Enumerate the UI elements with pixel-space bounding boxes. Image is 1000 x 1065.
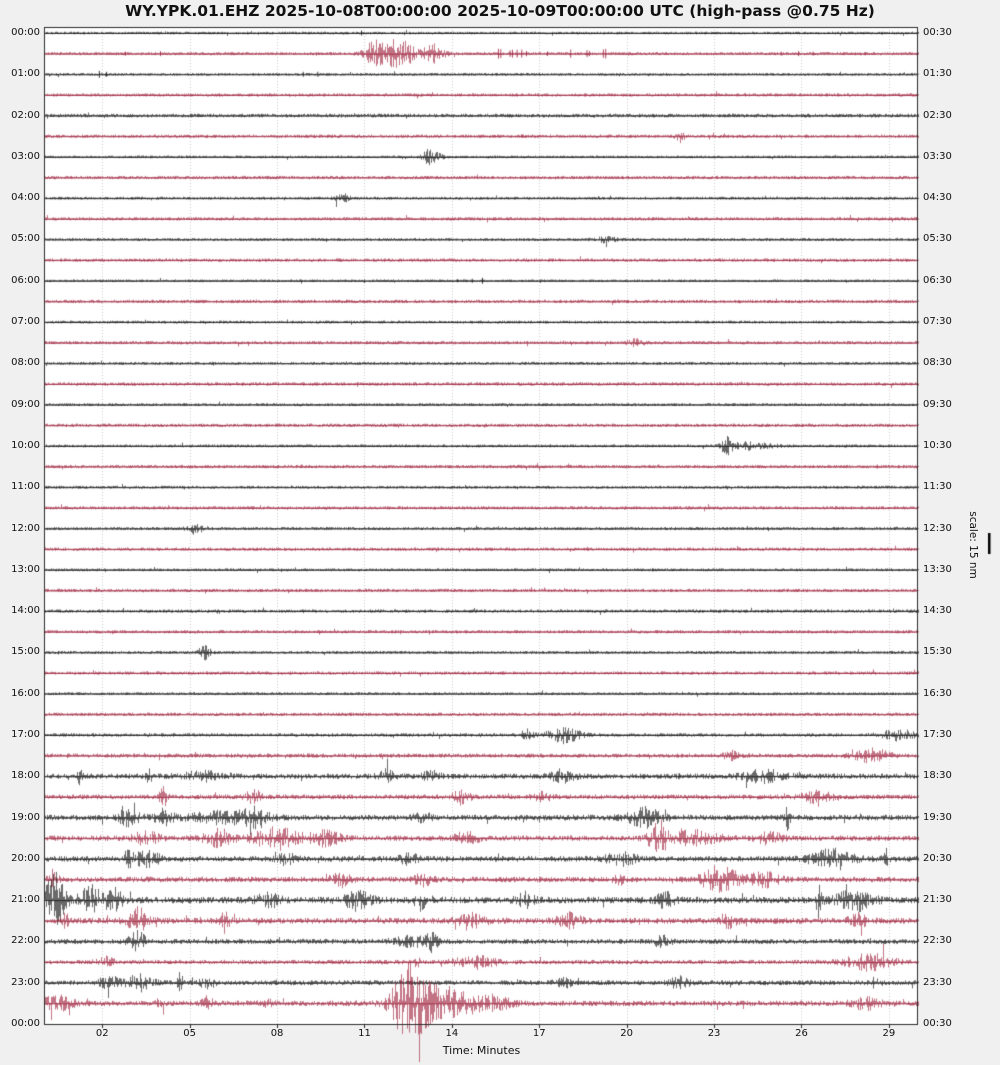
hour-label-left: 13:00 bbox=[11, 563, 40, 575]
hour-label-right: 07:30 bbox=[923, 316, 952, 328]
minute-tick-label: 11 bbox=[358, 1028, 371, 1039]
hour-label-right: 02:30 bbox=[923, 109, 952, 121]
hour-label-left: 20:00 bbox=[11, 852, 40, 864]
hour-label-right: 18:30 bbox=[923, 770, 952, 782]
minute-tick-label: 02 bbox=[95, 1028, 109, 1039]
minute-tick-label: 20 bbox=[620, 1028, 634, 1039]
hour-label-left: 00:00 bbox=[11, 27, 40, 38]
hour-label-right: 21:30 bbox=[923, 894, 952, 906]
minute-tick-label: 05 bbox=[183, 1028, 197, 1039]
hour-label-left: 07:00 bbox=[11, 316, 40, 328]
hour-label-right: 03:30 bbox=[923, 150, 952, 162]
hour-label-left: 19:00 bbox=[11, 811, 40, 823]
hour-label-left: 08:00 bbox=[11, 357, 40, 369]
scale-label: scale: 15 nm bbox=[967, 511, 979, 579]
hour-label-right: 04:30 bbox=[923, 192, 952, 204]
hour-label-right: 09:30 bbox=[923, 398, 952, 410]
hour-label-left: 02:00 bbox=[11, 109, 40, 121]
hour-label-left: 15:00 bbox=[11, 646, 40, 658]
hour-label-right: 17:30 bbox=[923, 728, 952, 740]
plot-title: WY.YPK.01.EHZ 2025-10-08T00:00:00 2025-1… bbox=[125, 2, 875, 20]
hour-label-left: 12:00 bbox=[11, 522, 40, 534]
hour-label-left: 03:00 bbox=[11, 150, 40, 162]
hour-label-right: 01:30 bbox=[923, 68, 952, 80]
hour-label-left: 23:00 bbox=[11, 976, 40, 988]
minute-tick-label: 29 bbox=[882, 1028, 896, 1039]
hour-label-left: 22:00 bbox=[11, 935, 40, 947]
hour-label-right: 14:30 bbox=[923, 605, 952, 617]
hour-label-left: 18:00 bbox=[11, 770, 40, 782]
minute-tick-label: 23 bbox=[707, 1028, 721, 1039]
hour-label-right: 12:30 bbox=[923, 522, 952, 534]
minute-tick-label: 14 bbox=[445, 1028, 459, 1039]
hour-label-right: 19:30 bbox=[923, 811, 952, 823]
axis-end-label-right: 00:30 bbox=[923, 1018, 952, 1029]
hour-label-right: 20:30 bbox=[923, 852, 952, 864]
hour-label-right: 23:30 bbox=[923, 976, 952, 988]
hour-label-right: 11:30 bbox=[923, 481, 952, 493]
hour-label-right: 10:30 bbox=[923, 439, 952, 451]
hour-label-left: 14:00 bbox=[11, 605, 40, 617]
hour-label-right: 16:30 bbox=[923, 687, 952, 699]
minute-tick-label: 08 bbox=[270, 1028, 284, 1039]
hour-label-left: 06:00 bbox=[11, 274, 40, 286]
hour-label-left: 16:00 bbox=[11, 687, 40, 699]
hour-label-right: 08:30 bbox=[923, 357, 952, 369]
hour-label-left: 05:00 bbox=[11, 233, 40, 245]
minute-tick-label: 26 bbox=[795, 1028, 808, 1039]
hour-label-left: 04:00 bbox=[11, 192, 40, 204]
axis-end-label-left: 00:00 bbox=[11, 1018, 40, 1029]
hour-label-right: 15:30 bbox=[923, 646, 952, 658]
hour-label-left: 21:00 bbox=[11, 894, 40, 906]
hour-label-right: 22:30 bbox=[923, 935, 952, 947]
x-axis-label: Time: Minutes bbox=[442, 1044, 521, 1057]
hour-label-left: 17:00 bbox=[11, 728, 40, 740]
hour-label-left: 09:00 bbox=[11, 398, 40, 410]
minute-tick-label: 17 bbox=[532, 1028, 546, 1039]
hour-label-right: 06:30 bbox=[923, 274, 952, 286]
hour-label-right: 05:30 bbox=[923, 233, 952, 245]
hour-label-left: 10:00 bbox=[11, 439, 40, 451]
hour-label-left: 11:00 bbox=[11, 481, 40, 493]
hour-label-right: 00:30 bbox=[923, 27, 952, 38]
hour-label-left: 01:00 bbox=[11, 68, 40, 80]
hour-label-right: 13:30 bbox=[923, 563, 952, 575]
